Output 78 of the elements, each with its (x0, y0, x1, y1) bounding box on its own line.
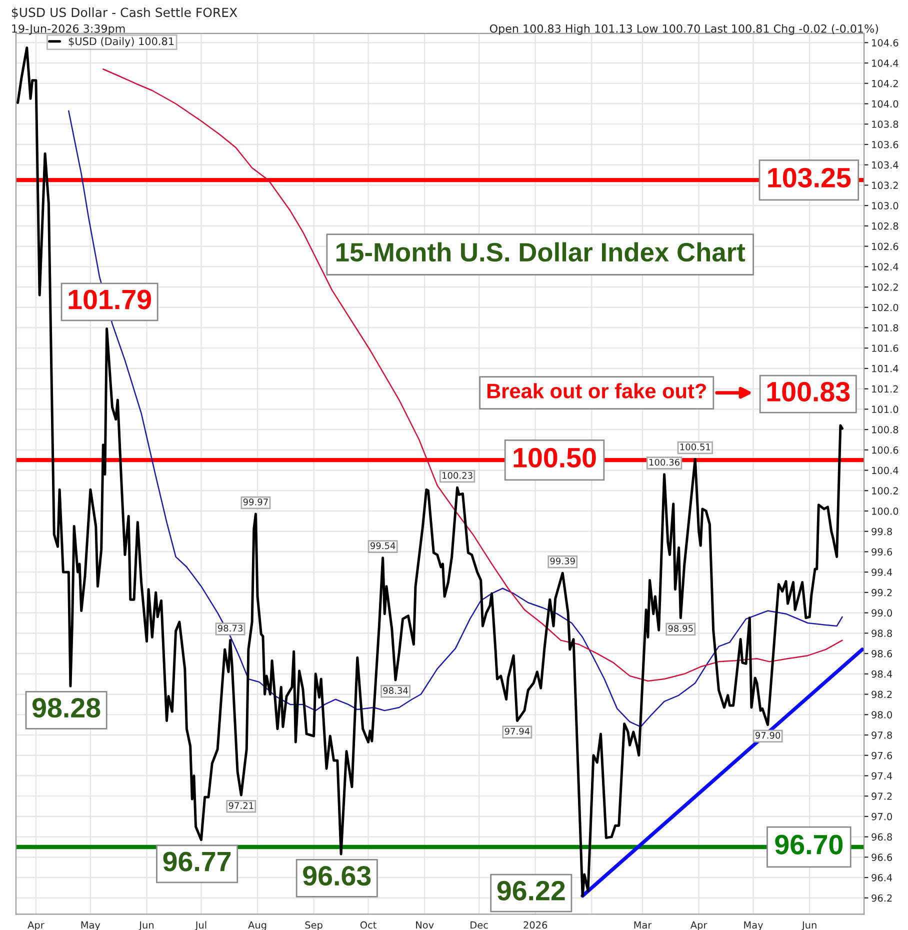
data-label: 100.51 (680, 444, 710, 450)
y-tick-label: 99.6 (872, 548, 892, 556)
x-tick-label: Jun (138, 921, 154, 930)
y-tick-label: 99.2 (872, 588, 892, 596)
x-tick-label: Jun (801, 921, 816, 930)
data-label: 98.73 (218, 624, 242, 632)
y-tick-label: 104.0 (872, 100, 898, 108)
y-tick-label: 99.4 (872, 568, 892, 576)
y-tick-label: 103.6 (872, 140, 898, 148)
annotation: 96.77 (163, 852, 231, 872)
y-tick-label: 103.4 (872, 161, 898, 169)
y-tick-label: 96.4 (872, 874, 892, 882)
annotation: Open 100.83 High 101.13 Low 100.70 Last 100.81 Chg -0.02 (-0.01%) (490, 24, 878, 35)
y-tick-label: 103.2 (872, 182, 898, 190)
y-tick-label: 101.4 (872, 364, 898, 372)
y-tick-label: 100.0 (872, 507, 898, 515)
y-tick-label: 96.8 (872, 833, 892, 841)
y-tick-label: 96.6 (872, 854, 892, 862)
legend-label: $USD (Daily) 100.81 (68, 37, 174, 48)
data-label: 98.95 (668, 625, 693, 632)
y-tick-label: 101.2 (872, 385, 898, 393)
x-tick-label: 2026 (524, 921, 548, 929)
annotation: 101.79 (68, 290, 152, 310)
y-tick-label: 103.0 (872, 202, 898, 210)
ref-line-label: 100.50 (514, 448, 596, 468)
data-label: 98.34 (383, 687, 408, 694)
y-tick-label: 97.0 (872, 812, 892, 820)
x-tick-label: Mar (634, 921, 652, 929)
y-tick-label: 98.4 (872, 670, 892, 678)
data-label: 99.39 (550, 558, 575, 564)
data-label: 99.54 (370, 542, 396, 550)
y-tick-label: 104.4 (872, 59, 898, 67)
data-label: 100.36 (649, 458, 680, 466)
text: 15-Month U.S. Dollar Index Chart (336, 242, 746, 262)
ref-line-label: 103.25 (768, 168, 851, 188)
y-tick-label: 98.2 (872, 690, 892, 698)
y-tick-label: 99.8 (872, 528, 892, 536)
y-tick-label: 103.8 (872, 120, 898, 128)
x-tick-label: Jul (194, 921, 206, 930)
y-tick-label: 96.2 (872, 894, 892, 902)
y-tick-label: 100.4 (872, 466, 898, 474)
y-tick-label: 100.2 (872, 487, 898, 494)
y-tick-label: 97.8 (872, 731, 892, 739)
y-tick-label: 98.0 (872, 711, 892, 718)
y-tick-label: 98.6 (872, 650, 892, 658)
data-label: 97.90 (755, 732, 780, 739)
data-label: 97.94 (504, 728, 530, 735)
x-tick-label: Nov (416, 921, 434, 929)
ref-line-label: 96.70 (775, 834, 843, 854)
y-tick-label: 100.6 (872, 446, 898, 454)
data-label: 100.23 (442, 472, 472, 479)
y-tick-label: 104.6 (872, 39, 898, 46)
y-tick-label: 101.6 (872, 344, 898, 352)
y-tick-label: 97.6 (872, 752, 892, 760)
y-tick-label: 97.2 (872, 792, 892, 800)
data-label: 99.97 (243, 498, 268, 506)
y-tick-label: 102.2 (872, 283, 898, 291)
data-label: 97.21 (228, 802, 254, 809)
y-tick-label: 97.4 (872, 772, 892, 780)
annotation: Break out or fake out? (487, 383, 706, 398)
y-tick-label: 104.2 (872, 80, 898, 88)
y-tick-label: 102.6 (872, 242, 898, 250)
x-tick-label: Oct (360, 921, 376, 929)
x-tick-label: Dec (470, 921, 488, 929)
chart-subtitle: $USD US Dollar - Cash Settle FOREX (12, 7, 238, 19)
y-tick-label: 101.0 (872, 406, 898, 414)
annotation: 96.63 (303, 866, 371, 886)
y-tick-label: 100.8 (872, 426, 898, 434)
annotation: 96.22 (497, 880, 565, 901)
y-tick-label: 99.0 (872, 609, 892, 617)
y-tick-label: 101.8 (872, 324, 898, 332)
y-tick-label: 102.4 (872, 263, 898, 270)
y-tick-label: 102.8 (872, 222, 898, 230)
y-tick-label: 102.0 (872, 304, 898, 312)
annotation: 100.83 (767, 382, 850, 402)
annotation: 98.28 (32, 698, 100, 718)
y-tick-label: 98.8 (872, 630, 892, 638)
annotation: 19-Jun-2026 3:39pm (12, 24, 125, 35)
